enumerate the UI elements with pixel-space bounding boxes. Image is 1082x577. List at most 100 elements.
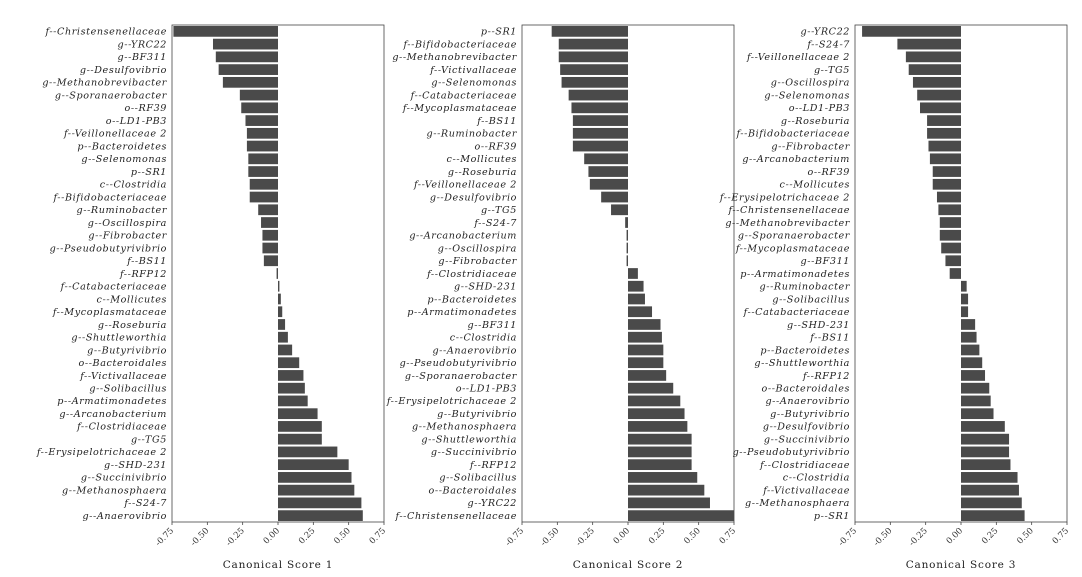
bar — [961, 472, 1018, 483]
category-label: g--Methanosphaera — [62, 485, 167, 496]
category-label: g--Shuttleworthia — [421, 434, 517, 445]
x-tick-label: -0.50 — [189, 526, 211, 548]
x-tick-label: -0.75 — [504, 526, 526, 548]
category-label: g--Oscillospira — [438, 243, 517, 254]
category-label: g--Arcanobacterium — [59, 409, 167, 420]
bar — [248, 166, 278, 177]
category-label: f--Mycoplasmataceae — [52, 307, 167, 318]
category-label: g--Ruminobacter — [760, 282, 851, 293]
category-label: o--RF39 — [807, 167, 850, 178]
bar — [917, 89, 961, 101]
category-label: g--Sporanaerobacter — [738, 231, 851, 242]
bar — [961, 459, 1011, 471]
bar — [584, 153, 628, 165]
bar — [278, 306, 283, 318]
bar — [601, 191, 628, 203]
category-label: c--Clostridia — [450, 333, 517, 344]
category-label: f--Victivallaceae — [429, 65, 517, 76]
bar — [278, 484, 355, 496]
category-label: g--Oscillospira — [88, 218, 167, 229]
bar — [560, 64, 628, 75]
category-label: g--Roseburia — [98, 320, 167, 331]
category-label: f--Clostridiaceae — [426, 269, 517, 280]
bar — [961, 319, 976, 330]
bar — [258, 204, 278, 216]
bar — [908, 64, 961, 75]
bar — [961, 357, 983, 369]
category-label: f--RFP12 — [802, 371, 850, 382]
category-label: g--Desulfovibrio — [80, 65, 167, 76]
bar — [862, 26, 961, 37]
bar — [278, 293, 281, 305]
bar — [961, 395, 991, 407]
category-label: f--BS11 — [809, 333, 850, 344]
category-label: f--Erysipelotrichaceae 2 — [719, 192, 850, 203]
bar — [246, 127, 278, 139]
bar — [628, 395, 681, 407]
bar — [961, 382, 990, 394]
bar — [276, 268, 278, 279]
bar — [961, 408, 994, 420]
x-tick-label: -0.75 — [837, 526, 859, 548]
category-label: p--SR1 — [481, 27, 517, 38]
bar — [628, 497, 710, 509]
bar — [626, 229, 628, 241]
category-label: f--Veillonellaceae 2 — [63, 129, 167, 140]
bar — [961, 280, 967, 292]
bar — [920, 102, 961, 114]
category-label: g--Butyrivibrio — [87, 345, 167, 356]
category-label: g--Methanobrevibacter — [725, 218, 850, 229]
x-axis-title: Canonical Score 1 — [223, 559, 334, 571]
bar — [278, 331, 288, 343]
bar — [897, 38, 961, 50]
bar — [961, 331, 977, 343]
bar — [628, 280, 644, 292]
bar — [938, 204, 961, 216]
category-label: f--Bifidobacteriaceae — [402, 39, 517, 50]
x-tick-label: -0.75 — [154, 526, 176, 548]
bar — [571, 102, 628, 114]
bar — [927, 127, 961, 139]
bar — [628, 408, 685, 420]
category-label: g--Desulfovibrio — [430, 192, 517, 203]
bar — [568, 89, 628, 101]
category-label: g--Roseburia — [448, 167, 517, 178]
bar — [628, 433, 692, 445]
bar — [961, 433, 1010, 445]
bar — [961, 497, 1022, 509]
x-tick-label: -0.25 — [907, 526, 929, 548]
category-label: g--TG5 — [481, 205, 517, 216]
category-label: o--RF39 — [474, 141, 517, 152]
bar — [929, 153, 961, 165]
category-label: g--Methanobrevibacter — [42, 78, 167, 89]
bar — [961, 370, 986, 381]
bar — [278, 370, 304, 381]
bar — [949, 268, 961, 279]
bar — [628, 382, 674, 394]
bar — [561, 76, 628, 88]
x-tick-label: 0.25 — [647, 526, 667, 546]
bar — [628, 510, 734, 521]
bar — [215, 51, 278, 63]
bar — [928, 140, 961, 152]
category-label: o--LD1-PB3 — [456, 383, 517, 394]
bar — [611, 204, 628, 216]
bar — [628, 421, 688, 432]
category-label: f--Christensenellaceae — [395, 511, 517, 522]
x-tick-label: 0.50 — [1015, 526, 1035, 546]
bar — [628, 268, 638, 279]
bar — [558, 38, 628, 50]
bar — [245, 115, 278, 126]
category-label: f--Veillonellaceae 2 — [746, 52, 850, 63]
category-label: g--Anaerovibrio — [82, 511, 167, 522]
bar — [572, 115, 628, 126]
category-label: o--LD1-PB3 — [789, 103, 850, 114]
category-label: g--BF311 — [118, 52, 167, 63]
bar — [628, 357, 664, 369]
category-label: g--Succinivibrio — [431, 447, 517, 458]
bar — [927, 115, 961, 126]
category-label: f--Erysipelotrichaceae 2 — [386, 396, 517, 407]
category-label: f--Erysipelotrichaceae 2 — [36, 447, 167, 458]
